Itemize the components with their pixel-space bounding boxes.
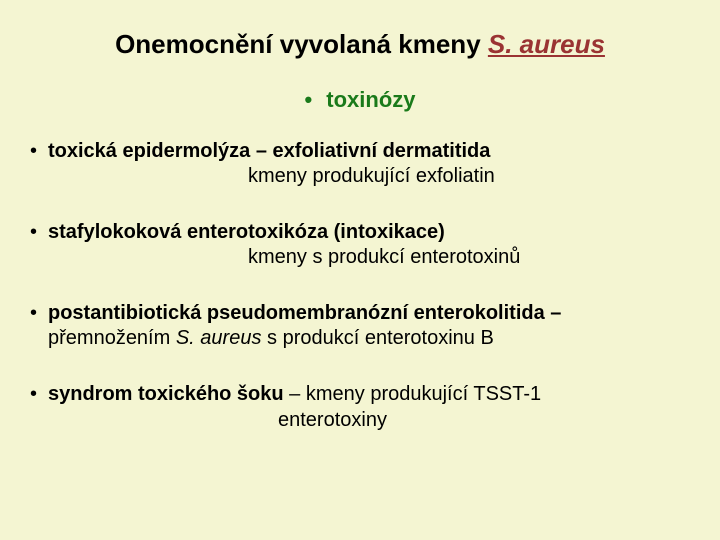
item-subline: kmeny s produkcí enterotoxinů: [48, 245, 692, 271]
bullet-list: toxická epidermolýza – exfoliativní derm…: [28, 139, 692, 434]
item-tail: – kmeny produkující TSST-1: [284, 383, 542, 405]
list-item: stafylokoková enterotoxikóza (intoxikace…: [28, 220, 692, 271]
list-item: toxická epidermolýza – exfoliativní derm…: [28, 139, 692, 190]
item-subline: kmeny produkující exfoliatin: [48, 164, 692, 190]
title-scientific-name: S. aureus: [488, 29, 605, 59]
list-item: syndrom toxického šoku – kmeny produkují…: [28, 382, 692, 433]
slide: Onemocnění vyvolaná kmeny S. aureus • to…: [0, 0, 720, 540]
slide-title: Onemocnění vyvolaná kmeny S. aureus: [28, 28, 692, 61]
item-bold: stafylokoková enterotoxikóza (intoxikace…: [48, 221, 445, 243]
subtitle-bullet: •: [304, 87, 312, 113]
item-bold: toxická epidermolýza – exfoliativní derm…: [48, 140, 490, 162]
title-plain: Onemocnění vyvolaná kmeny: [115, 29, 488, 59]
item-bold: syndrom toxického šoku: [48, 383, 284, 405]
subtitle-text: toxinózy: [326, 87, 415, 112]
item-subline: enterotoxiny: [48, 408, 692, 434]
item-sub-suffix: s produkcí enterotoxinu B: [261, 327, 493, 349]
item-subline: přemnožením S. aureus s produkcí enterot…: [48, 326, 692, 352]
item-sub-italic: S. aureus: [176, 327, 262, 349]
item-sub-prefix: přemnožením: [48, 327, 176, 349]
list-item: postantibiotická pseudomembranózní enter…: [28, 301, 692, 352]
item-bold: postantibiotická pseudomembranózní enter…: [48, 302, 561, 324]
subtitle-row: • toxinózy: [28, 87, 692, 113]
